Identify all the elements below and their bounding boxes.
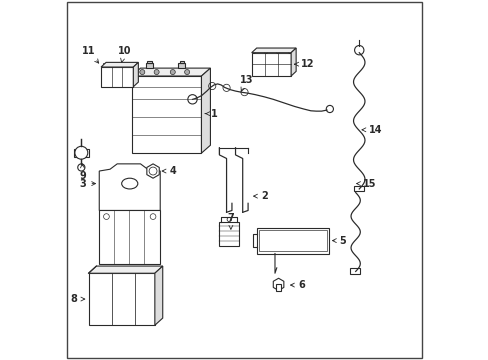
Circle shape (154, 69, 159, 75)
Polygon shape (155, 266, 163, 325)
Text: 1: 1 (204, 109, 217, 119)
Text: 4: 4 (162, 166, 176, 176)
Bar (113, 63, 121, 67)
Text: 7: 7 (227, 213, 234, 229)
Bar (102, 63, 110, 67)
Circle shape (140, 69, 144, 75)
Polygon shape (133, 62, 138, 87)
Polygon shape (131, 68, 210, 76)
Text: 6: 6 (290, 280, 305, 290)
Bar (259, 230, 326, 251)
Text: 9: 9 (79, 164, 85, 181)
Bar (349, 268, 360, 274)
Circle shape (184, 69, 189, 75)
Bar (145, 63, 153, 68)
Text: 12: 12 (294, 59, 313, 69)
Circle shape (75, 146, 88, 159)
Text: 5: 5 (332, 235, 346, 246)
Bar (74, 149, 88, 157)
Bar (278, 49, 287, 53)
Polygon shape (251, 48, 296, 53)
Bar (254, 49, 263, 53)
Bar (257, 228, 328, 253)
Text: 2: 2 (253, 191, 267, 201)
Polygon shape (101, 62, 138, 67)
Bar (123, 63, 131, 67)
Bar (131, 76, 201, 153)
Text: 15: 15 (356, 179, 376, 189)
Bar (101, 67, 133, 87)
Polygon shape (88, 266, 163, 273)
Bar (276, 284, 281, 291)
Circle shape (78, 164, 85, 171)
Bar (178, 63, 185, 68)
Bar (219, 222, 239, 246)
Text: 8: 8 (71, 294, 84, 304)
Text: 10: 10 (118, 46, 131, 62)
Bar (99, 211, 160, 264)
Bar (88, 273, 155, 325)
Text: 13: 13 (239, 75, 252, 91)
Text: 14: 14 (361, 125, 381, 135)
Bar (266, 49, 275, 53)
Bar (147, 60, 151, 63)
Text: 11: 11 (81, 46, 99, 63)
Circle shape (170, 69, 175, 75)
Bar (251, 53, 290, 76)
Polygon shape (290, 48, 296, 76)
Bar (353, 186, 363, 192)
Text: 3: 3 (80, 179, 95, 189)
Polygon shape (201, 68, 210, 153)
Bar (179, 60, 183, 63)
